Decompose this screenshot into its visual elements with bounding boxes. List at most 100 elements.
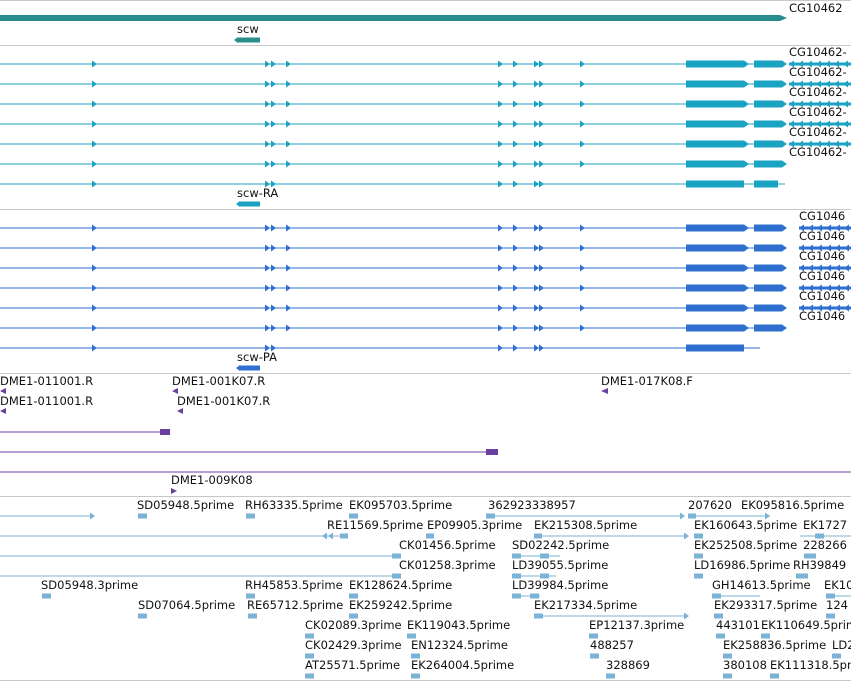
strand-arrow[interactable] (286, 284, 291, 292)
est-label[interactable]: RH39849 (793, 558, 847, 572)
strand-arrow[interactable] (271, 160, 276, 168)
exon-block[interactable] (248, 613, 257, 619)
strand-arrow[interactable] (498, 140, 503, 148)
est-label[interactable]: EK095816.5prime (741, 498, 845, 512)
strand-arrow[interactable] (534, 160, 539, 168)
exon-block[interactable] (754, 244, 782, 252)
strand-arrow[interactable] (744, 60, 749, 68)
strand-arrow[interactable] (90, 512, 95, 520)
gene-label-cg10462[interactable]: CG10462 (789, 1, 843, 15)
transcript-label[interactable]: CG10462- (789, 125, 847, 139)
exon-block[interactable] (754, 180, 778, 188)
exon-block[interactable] (694, 573, 703, 579)
exon-block[interactable] (589, 633, 598, 639)
strand-arrow[interactable] (534, 324, 539, 332)
transcript-label[interactable]: CG1046 (799, 289, 846, 303)
strand-arrow[interactable] (782, 304, 787, 312)
est-label[interactable]: RH45853.5prime (245, 578, 343, 592)
exon-block[interactable] (426, 533, 434, 539)
strand-arrow[interactable] (271, 224, 276, 232)
est-label[interactable]: EK10 (824, 578, 851, 592)
strand-arrow[interactable] (513, 264, 518, 272)
exon-block[interactable] (606, 673, 615, 679)
strand-arrow[interactable] (498, 100, 503, 108)
strand-arrow[interactable] (513, 324, 518, 332)
exon-block[interactable] (540, 553, 549, 559)
exon-block[interactable] (754, 60, 782, 68)
exon-block[interactable] (305, 653, 314, 659)
strand-arrow[interactable] (580, 80, 585, 88)
exon-block[interactable] (686, 304, 744, 312)
strand-arrow[interactable] (744, 80, 749, 88)
exon-block[interactable] (796, 573, 808, 579)
strand-arrow[interactable] (539, 160, 544, 168)
est-label[interactable]: CK02429.3prime (305, 638, 402, 652)
strand-arrow[interactable] (744, 284, 749, 292)
exon-block[interactable] (534, 533, 542, 539)
exon-block[interactable] (686, 244, 744, 252)
exon-block[interactable] (512, 593, 521, 599)
strand-arrow[interactable] (265, 140, 270, 148)
strand-arrow[interactable] (534, 100, 539, 108)
est-label[interactable]: EK111318.5prime (770, 658, 851, 672)
exon-block[interactable] (590, 653, 599, 659)
exon-block[interactable] (754, 304, 782, 312)
est-label[interactable]: CK02089.3prime (305, 618, 402, 632)
exon-block[interactable] (686, 160, 744, 168)
strand-arrow[interactable] (265, 244, 270, 252)
strand-arrow[interactable] (271, 324, 276, 332)
est-label[interactable]: EN12324.5prime (411, 638, 508, 652)
strand-arrow[interactable] (286, 120, 291, 128)
exon-block[interactable] (754, 160, 782, 168)
est-label[interactable]: RE65712.5prime (247, 598, 344, 612)
strand-arrow[interactable] (92, 344, 97, 352)
strand-arrow[interactable] (744, 140, 749, 148)
gene-label-scw[interactable]: scw (237, 22, 259, 36)
strand-arrow[interactable] (498, 80, 503, 88)
exon-block[interactable] (686, 344, 744, 352)
strand-arrow[interactable] (328, 532, 333, 540)
strand-arrow[interactable] (534, 264, 539, 272)
est-label[interactable]: EK293317.5prime (714, 598, 818, 612)
exon-block[interactable] (411, 673, 420, 679)
est-label[interactable]: LD39984.5prime (512, 578, 609, 592)
exon-block[interactable] (723, 673, 732, 679)
strand-arrow[interactable] (265, 324, 270, 332)
exon-block[interactable] (686, 324, 744, 332)
strand-arrow[interactable] (684, 532, 689, 540)
exon-block[interactable] (754, 120, 782, 128)
strand-arrow[interactable] (513, 224, 518, 232)
clone-glyph[interactable] (171, 488, 177, 494)
strand-arrow[interactable] (513, 140, 518, 148)
strand-arrow[interactable] (782, 264, 787, 272)
transcript-label[interactable]: CG1046 (799, 249, 846, 263)
exon-block[interactable] (686, 60, 744, 68)
strand-arrow[interactable] (580, 324, 585, 332)
strand-arrow[interactable] (782, 324, 787, 332)
est-label[interactable]: LD2 (832, 638, 851, 652)
strand-arrow[interactable] (782, 244, 787, 252)
strand-arrow[interactable] (92, 160, 97, 168)
est-label[interactable]: EK252508.5prime (694, 538, 798, 552)
clone-glyph[interactable] (0, 388, 6, 394)
strand-arrow[interactable] (513, 80, 518, 88)
strand-arrow[interactable] (271, 180, 276, 188)
strand-arrow[interactable] (286, 160, 291, 168)
strand-arrow[interactable] (92, 284, 97, 292)
strand-arrow[interactable] (265, 160, 270, 168)
transcript-label[interactable]: CG10462- (789, 85, 847, 99)
strand-arrow[interactable] (539, 80, 544, 88)
strand-arrow[interactable] (580, 244, 585, 252)
strand-arrow[interactable] (271, 284, 276, 292)
strand-arrow[interactable] (513, 180, 518, 188)
strand-arrow[interactable] (498, 284, 503, 292)
strand-arrow[interactable] (513, 100, 518, 108)
strand-arrow[interactable] (92, 180, 97, 188)
est-label[interactable]: EK128624.5prime (349, 578, 453, 592)
strand-arrow[interactable] (534, 284, 539, 292)
strand-arrow[interactable] (271, 304, 276, 312)
est-label[interactable]: SD05948.5prime (137, 498, 235, 512)
strand-arrow[interactable] (580, 304, 585, 312)
est-label[interactable]: EK110649.5prime (761, 618, 851, 632)
